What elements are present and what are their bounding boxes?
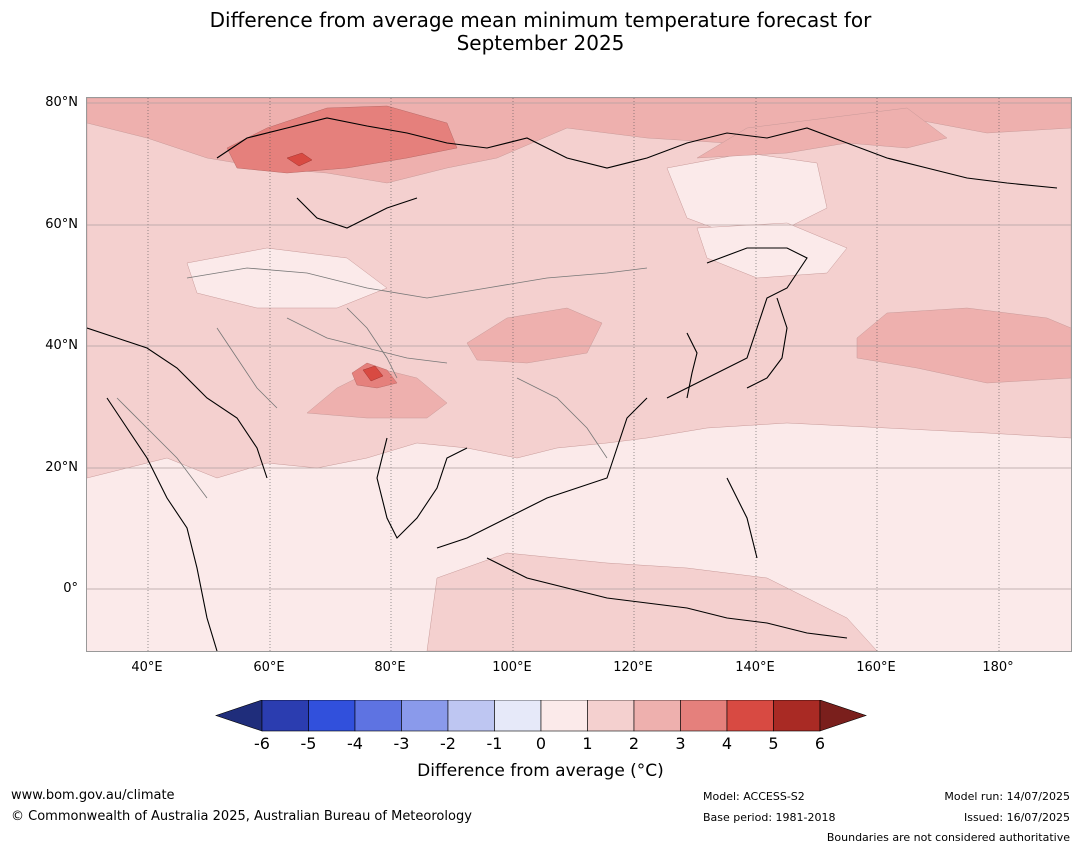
country-boundaries <box>116 267 648 499</box>
colorbar-segment <box>726 700 774 732</box>
lon-label: 60°E <box>253 660 285 675</box>
model-run-text: Model run: 14/07/2025 <box>944 790 1070 803</box>
parallel-gridlines <box>87 102 1071 590</box>
lon-label: 140°E <box>735 660 775 675</box>
colorbar-segment <box>308 700 356 732</box>
anomaly-region-2-3-ne <box>696 107 948 159</box>
model-text: Model: ACCESS-S2 <box>703 790 805 803</box>
colorbar-segment <box>773 700 821 732</box>
colorbar-segment <box>494 700 542 732</box>
colorbar-tick-label: 6 <box>814 734 826 753</box>
website-link[interactable]: www.bom.gov.au/climate <box>11 788 175 803</box>
lon-label: 80°E <box>374 660 406 675</box>
anomaly-region-1-2-south <box>426 552 878 651</box>
anomaly-region-4-5 <box>286 152 313 167</box>
colorbar-label: Difference from average (°C) <box>417 761 664 781</box>
colorbar-tick-label: -3 <box>393 734 410 753</box>
colorbar-tick-label: -1 <box>486 734 503 753</box>
colorbar-segment <box>447 700 495 732</box>
lat-label: 20°N <box>45 460 78 475</box>
map-panel <box>86 97 1072 652</box>
colorbar-segment <box>401 700 449 732</box>
anomaly-region-0-1-patch2 <box>186 247 388 309</box>
colorbar-tick-label: 3 <box>675 734 686 753</box>
anomaly-region-4-5-kashmir <box>362 365 384 382</box>
lon-label: 100°E <box>492 660 532 675</box>
anomaly-map <box>87 98 1071 651</box>
colorbar-segment <box>354 700 402 732</box>
issued-text: Issued: 16/07/2025 <box>963 811 1070 824</box>
copyright-text: © Commonwealth of Australia 2025, Austra… <box>11 809 472 824</box>
disclaimer-text: Boundaries are not considered authoritat… <box>826 831 1070 844</box>
colorbar-tick-label: -5 <box>300 734 317 753</box>
base-period-text: Base period: 1981-2018 <box>703 811 836 824</box>
colorbar-tick-label: 2 <box>628 734 640 753</box>
colorbar-segment <box>587 700 635 732</box>
coastlines <box>87 117 1058 651</box>
colorbar-tick-label: -4 <box>347 734 363 753</box>
colorbar-segment <box>540 700 588 732</box>
lat-label: 0° <box>63 581 78 596</box>
meridian-gridlines <box>147 98 1000 651</box>
colorbar-extend-high <box>819 700 867 732</box>
anomaly-region-2-3-pacific <box>856 307 1071 384</box>
chart-title: Difference from average mean minimum tem… <box>0 9 1081 55</box>
colorbar-segment <box>680 700 728 732</box>
anomaly-region-2-3-china <box>466 307 603 364</box>
anomaly-region-3-4-scandinavia <box>226 105 458 174</box>
lat-label: 60°N <box>45 217 78 232</box>
lon-label: 120°E <box>613 660 653 675</box>
lon-label: 180° <box>982 660 1014 675</box>
colorbar-tick-label: -2 <box>440 734 456 753</box>
lon-label: 160°E <box>856 660 896 675</box>
colorbar <box>215 700 867 732</box>
anomaly-region-1-2 <box>87 98 1071 479</box>
colorbar-tick-label: 5 <box>768 734 779 753</box>
anomaly-region-0-1-patch3 <box>696 222 848 279</box>
colorbar-tick-label: 1 <box>582 734 593 753</box>
lat-label: 80°N <box>45 95 78 110</box>
colorbar-tick-label: 0 <box>535 734 547 753</box>
anomaly-region-2-3-tibet <box>306 367 448 419</box>
colorbar-segment <box>261 700 309 732</box>
lon-label: 40°E <box>131 660 163 675</box>
colorbar-extend-low <box>215 700 263 732</box>
colorbar-segment <box>633 700 681 732</box>
lat-label: 40°N <box>45 338 78 353</box>
colorbar-tick-label: -6 <box>254 734 270 753</box>
colorbar-tick-label: 4 <box>721 734 733 753</box>
title-text: Difference from average mean minimum tem… <box>209 8 872 55</box>
